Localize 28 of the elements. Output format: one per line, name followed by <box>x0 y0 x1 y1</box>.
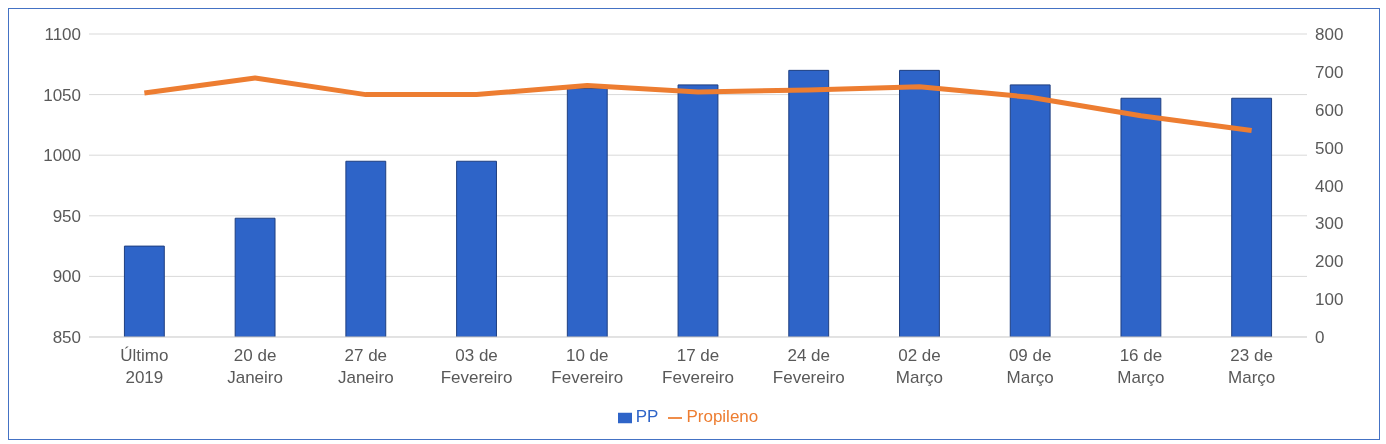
y2-tick-label: 100 <box>1315 290 1344 310</box>
x-tick-label: 09 de Março <box>1006 346 1054 387</box>
y2-tick-label: 0 <box>1315 328 1325 348</box>
legend-label: Propileno <box>686 407 759 426</box>
x-tick-label: 17 de Fevereiro <box>662 346 734 387</box>
y-tick-label: 1100 <box>44 25 81 45</box>
x-tick-label: 27 de Janeiro <box>337 346 394 387</box>
y-tick-label: 950 <box>52 206 81 226</box>
x-tick-label: Último 2019 <box>120 346 169 387</box>
x-tick-label: 03 de Fevereiro <box>440 346 513 387</box>
y-tick-label: 1000 <box>43 146 81 166</box>
legend-label: PP <box>635 407 659 426</box>
y2-tick-label: 500 <box>1315 138 1344 158</box>
x-tick-label: 20 de Janeiro <box>227 346 283 387</box>
x-tick-label: 23 de Março <box>1228 346 1276 387</box>
y-tick-label: 900 <box>52 267 81 287</box>
y2-tick-label: 200 <box>1315 252 1344 272</box>
y2-tick-label: 800 <box>1315 25 1344 45</box>
y2-tick-label: 400 <box>1315 176 1344 196</box>
x-tick-label: 16 de Março <box>1117 346 1165 387</box>
y-tick-label: 850 <box>52 328 81 348</box>
x-tick-label: 02 de Março <box>895 346 944 387</box>
y2-tick-label: 600 <box>1315 100 1344 120</box>
y2-tick-label: 300 <box>1315 214 1344 234</box>
x-tick-label: 10 de Fevereiro <box>551 346 624 387</box>
y-tick-label: 1050 <box>43 85 81 105</box>
x-tick-label: 24 de Fevereiro <box>772 346 845 387</box>
y2-tick-label: 700 <box>1315 62 1344 82</box>
